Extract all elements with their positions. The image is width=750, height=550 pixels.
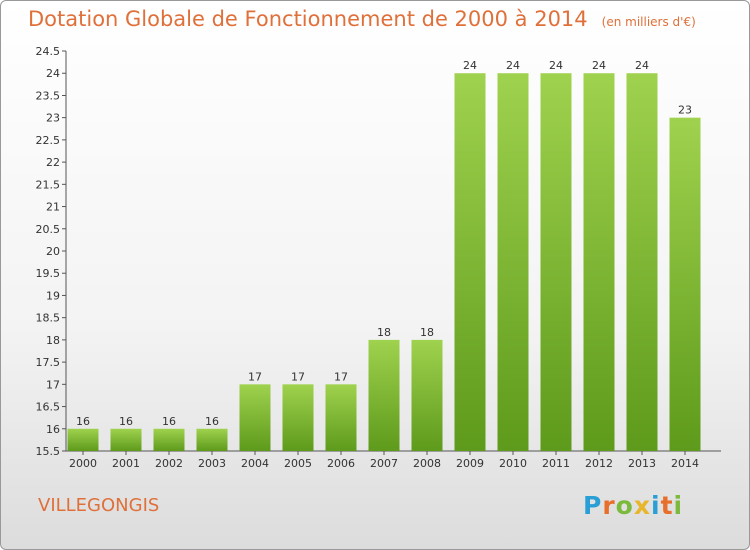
x-tick-label: 2004: [241, 457, 269, 470]
y-tick-label: 16: [46, 423, 60, 436]
bar: [110, 428, 142, 451]
bar: [669, 117, 701, 452]
y-tick-label: 18: [46, 334, 60, 347]
x-tick-label: 2005: [284, 457, 312, 470]
bar: [626, 73, 658, 451]
x-tick-label: 2002: [155, 457, 183, 470]
bar: [67, 428, 99, 451]
y-tick-label: 21.5: [36, 178, 61, 191]
x-tick-label: 2003: [198, 457, 226, 470]
bar-value-label: 17: [291, 370, 305, 383]
y-tick-label: 15.5: [36, 445, 61, 458]
logo-letter: t: [660, 491, 674, 520]
y-tick-label: 22.5: [36, 134, 61, 147]
x-tick-label: 2010: [499, 457, 527, 470]
y-tick-label: 21: [46, 201, 60, 214]
bar: [282, 384, 314, 451]
x-tick-label: 2006: [327, 457, 355, 470]
bar-value-label: 18: [420, 326, 434, 339]
bar: [239, 384, 271, 451]
logo-letter: x: [633, 491, 651, 520]
town-name: VILLEGONGIS: [38, 495, 160, 516]
bar: [583, 73, 615, 451]
x-tick-label: 2001: [112, 457, 140, 470]
x-tick-label: 2000: [69, 457, 97, 470]
y-tick-label: 24: [46, 67, 60, 80]
chart-title-text: Dotation Globale de Fonctionnement de 20…: [28, 7, 588, 31]
y-tick-label: 23: [46, 112, 60, 125]
y-tick-label: 24.5: [36, 45, 61, 58]
y-tick-label: 23.5: [36, 89, 61, 102]
bar-value-label: 24: [463, 59, 477, 72]
x-tick-label: 2014: [671, 457, 699, 470]
x-tick-label: 2008: [413, 457, 441, 470]
bar-value-label: 24: [592, 59, 606, 72]
bar-value-label: 18: [377, 326, 391, 339]
bar: [540, 73, 572, 451]
bar-value-label: 24: [635, 59, 649, 72]
x-tick-label: 2007: [370, 457, 398, 470]
y-tick-label: 22: [46, 156, 60, 169]
bar: [497, 73, 529, 451]
bar-value-label: 24: [506, 59, 520, 72]
x-tick-label: 2012: [585, 457, 613, 470]
y-tick-label: 17: [46, 378, 60, 391]
y-tick-label: 19: [46, 289, 60, 302]
chart-unit: (en milliers d'€): [601, 15, 696, 29]
x-tick-label: 2013: [628, 457, 656, 470]
proxiti-logo: Proxiti: [583, 491, 683, 520]
chart-title: Dotation Globale de Fonctionnement de 20…: [28, 7, 696, 31]
y-tick-label: 18.5: [36, 312, 61, 325]
bar-value-label: 16: [162, 415, 176, 428]
y-tick-label: 20: [46, 245, 60, 258]
x-tick-label: 2009: [456, 457, 484, 470]
bar: [325, 384, 357, 451]
logo-letter: i: [673, 491, 684, 520]
bar-value-label: 24: [549, 59, 563, 72]
bar: [196, 428, 228, 451]
bar: [368, 339, 400, 451]
bar: [454, 73, 486, 451]
bar-value-label: 17: [248, 370, 262, 383]
bar: [411, 339, 443, 451]
y-tick-label: 19.5: [36, 267, 61, 280]
logo-letter: o: [615, 491, 634, 520]
bar-value-label: 17: [334, 370, 348, 383]
bar-value-label: 23: [678, 104, 692, 117]
bar-value-label: 16: [205, 415, 219, 428]
bar: [153, 428, 185, 451]
y-tick-label: 17.5: [36, 356, 61, 369]
y-tick-label: 20.5: [36, 223, 61, 236]
x-tick-label: 2011: [542, 457, 570, 470]
bar-value-label: 16: [119, 415, 133, 428]
logo-letter: i: [651, 491, 661, 520]
bar-value-label: 16: [76, 415, 90, 428]
logo-letter: P: [583, 491, 603, 520]
logo-letter: r: [602, 491, 616, 520]
y-tick-label: 16.5: [36, 401, 61, 414]
